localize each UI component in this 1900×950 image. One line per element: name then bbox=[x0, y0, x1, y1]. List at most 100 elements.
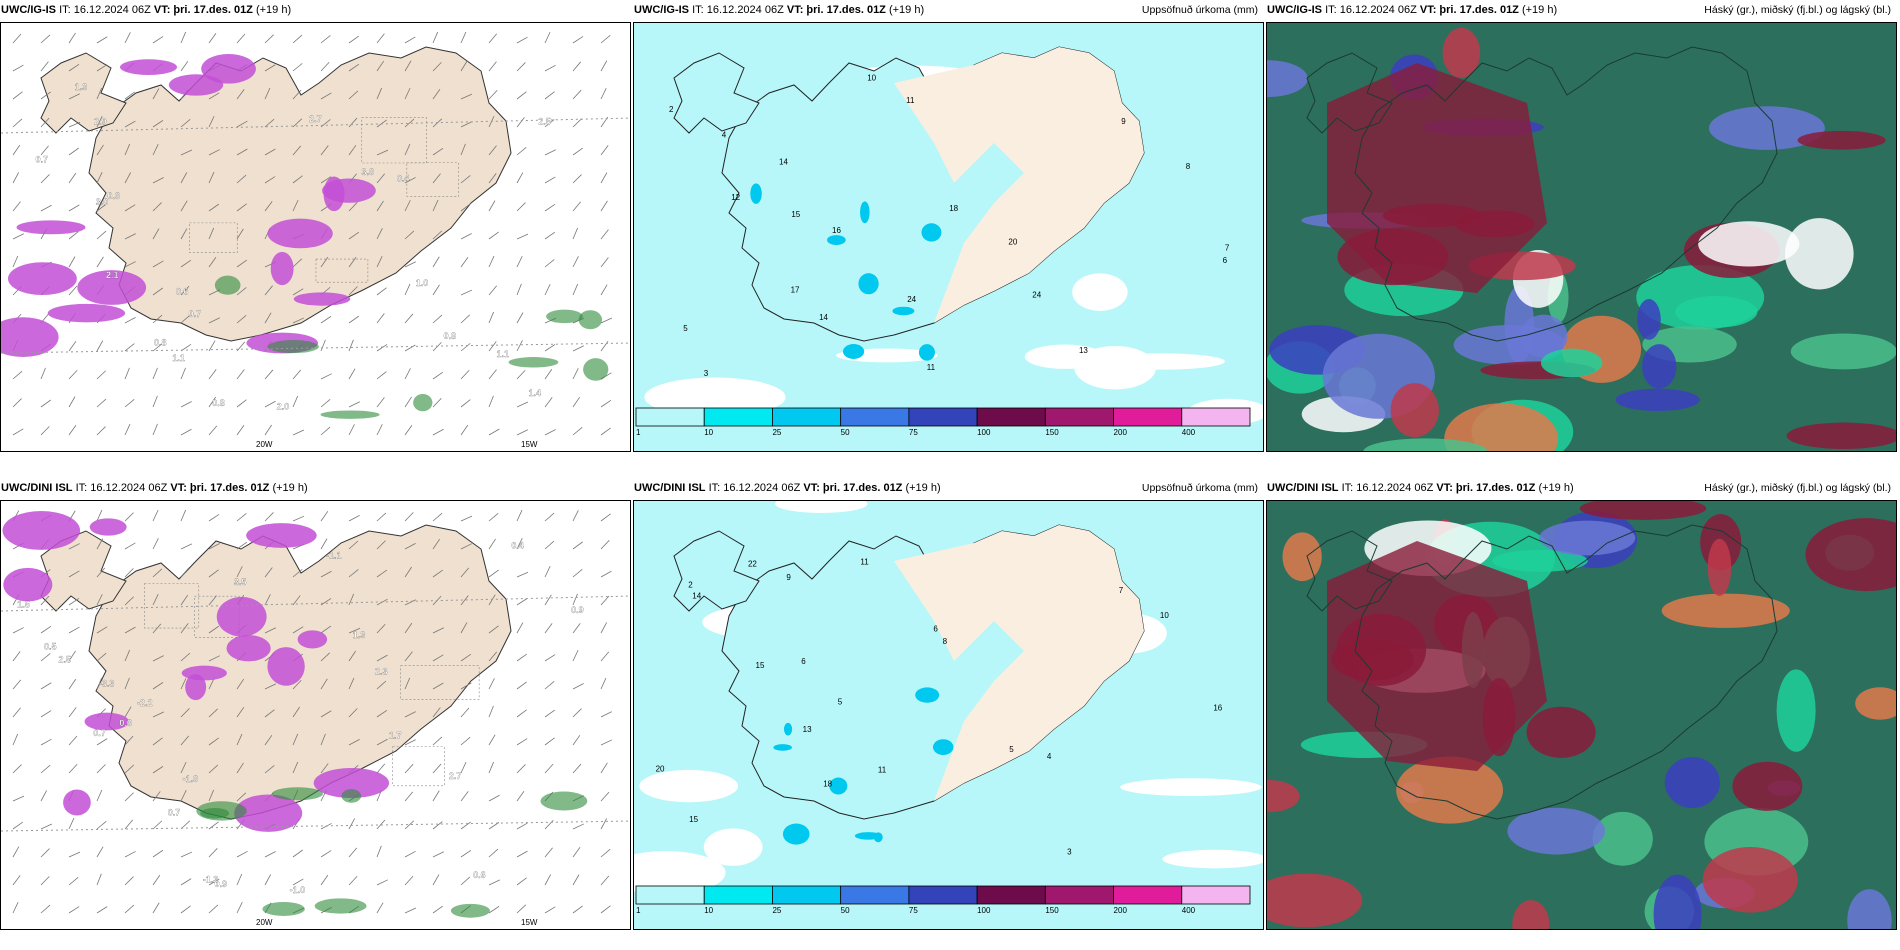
wind-barb bbox=[292, 199, 299, 212]
wind-barb bbox=[124, 876, 134, 886]
wind-barb bbox=[208, 737, 219, 746]
snow-cell bbox=[341, 789, 362, 803]
wind-barb bbox=[264, 148, 276, 156]
no-precip-area bbox=[1120, 778, 1262, 797]
heavy-precip bbox=[773, 744, 792, 751]
wind-barb bbox=[12, 201, 21, 212]
graticule bbox=[1, 117, 630, 134]
precip-map[interactable]: 2 4 12 17 14 10 11 18 20 24 13 9 8 7 6 5 3 14 15 16 24 11 1 10 2… bbox=[633, 22, 1264, 452]
precip-value: 6 bbox=[933, 624, 938, 633]
wind-barb bbox=[236, 174, 247, 184]
wind-barb bbox=[236, 425, 245, 436]
wind-map[interactable]: 1.5 2.5 -3.3 -2.2 -1.6 -1.3 -1.0 -1.1 1.3 2.3 1.7 2… bbox=[0, 500, 631, 930]
cloud-map[interactable] bbox=[1266, 22, 1897, 452]
precip-map[interactable]: 2 14 15 13 18 11 6 8 5 4 3 7 10 16 20 15 22 9 6 5 11 1 10 25 50 7… bbox=[633, 500, 1264, 930]
wind-barb bbox=[572, 763, 582, 774]
colorbar-bin bbox=[840, 407, 910, 427]
wind-map-svg: 1.32.93.00.60.70.8 2.02.73.60.41.00.81.11… bbox=[1, 31, 630, 449]
wind-barb bbox=[124, 91, 135, 100]
value-label: 0.7 bbox=[189, 309, 202, 319]
wind-barb bbox=[208, 789, 215, 802]
wind-barb bbox=[600, 595, 610, 606]
wind-barb bbox=[572, 147, 584, 156]
wind-barb bbox=[180, 31, 187, 44]
wind-barb bbox=[68, 231, 79, 240]
wind-barb bbox=[600, 848, 611, 858]
wind-barb bbox=[96, 144, 104, 156]
cloud-cell bbox=[1637, 299, 1661, 340]
no-precip-area bbox=[703, 828, 763, 866]
wind-barb bbox=[460, 543, 472, 550]
precip-cell bbox=[267, 647, 305, 686]
wind-barb bbox=[460, 175, 471, 184]
wind-barb bbox=[432, 905, 444, 914]
precip-cell bbox=[322, 178, 376, 203]
wind-barb bbox=[68, 396, 76, 408]
wind-barb bbox=[292, 89, 302, 100]
wind-barb bbox=[264, 424, 272, 436]
wind-barb bbox=[208, 33, 217, 44]
wind-barb bbox=[320, 92, 332, 100]
wind-barb bbox=[320, 426, 331, 436]
wind-barb bbox=[348, 424, 355, 436]
heavy-precip bbox=[921, 223, 942, 242]
heavy-precip bbox=[932, 739, 954, 755]
wind-barb bbox=[124, 143, 131, 156]
wind-barb bbox=[544, 540, 555, 550]
wind-barb bbox=[180, 200, 188, 212]
wind-barb bbox=[432, 173, 441, 184]
wind-barb bbox=[516, 340, 523, 352]
precip-value: 24 bbox=[907, 295, 916, 304]
wind-barb bbox=[320, 850, 332, 858]
precip-value: 9 bbox=[786, 573, 791, 582]
cloud-cell bbox=[1519, 314, 1568, 358]
wind-map[interactable]: 1.3 2.9 3.0 0.6 0.7 0.8 2.0 2.7 3.6 0.4 1.0 0.8 1.1 1… bbox=[0, 22, 631, 452]
wind-barb bbox=[96, 87, 103, 100]
wind-barb bbox=[432, 342, 442, 352]
wind-barb bbox=[516, 36, 528, 44]
wind-barb bbox=[320, 710, 332, 718]
wind-barb bbox=[152, 791, 161, 802]
wind-barb bbox=[180, 594, 189, 606]
colorbar-bin bbox=[772, 407, 842, 427]
precip-value: 16 bbox=[1213, 704, 1222, 713]
colorbar-bin bbox=[635, 407, 705, 427]
wind-barb bbox=[488, 145, 497, 156]
cloud-cell bbox=[1661, 593, 1790, 628]
value-label: 3.5 bbox=[234, 577, 247, 587]
wind-barb bbox=[348, 593, 355, 606]
wind-barb bbox=[572, 283, 579, 296]
cloud-cell bbox=[1653, 874, 1702, 929]
wind-barb bbox=[600, 60, 608, 72]
wind-barb bbox=[208, 227, 215, 240]
wind-barb bbox=[236, 762, 244, 774]
value-label: 0.6 bbox=[473, 870, 486, 880]
wind-barb bbox=[432, 371, 444, 380]
wind-barb bbox=[488, 61, 497, 72]
graticule bbox=[1, 595, 630, 612]
cloud-map[interactable] bbox=[1266, 500, 1897, 930]
wind-barb bbox=[348, 708, 358, 718]
value-label: 1.0 bbox=[416, 278, 429, 288]
value-label: 0.8 bbox=[444, 331, 457, 341]
precip-cell bbox=[267, 218, 333, 249]
wind-barb bbox=[488, 848, 499, 858]
wind-barb bbox=[460, 93, 473, 100]
wind-barb bbox=[432, 627, 444, 634]
value-label: 2.7 bbox=[449, 771, 462, 781]
wind-barb bbox=[236, 513, 247, 522]
snow-cell bbox=[508, 357, 559, 368]
wind-barb bbox=[320, 339, 326, 352]
precip-value: 4 bbox=[722, 130, 727, 139]
wind-barb bbox=[180, 878, 192, 886]
graticule bbox=[1, 342, 630, 354]
wind-barb bbox=[124, 792, 134, 802]
precip-value: 15 bbox=[689, 815, 698, 824]
wind-barb bbox=[460, 121, 472, 128]
precip-cell bbox=[185, 674, 207, 701]
wind-barb bbox=[264, 369, 274, 380]
wind-barb bbox=[264, 285, 273, 296]
wind-barb bbox=[572, 61, 582, 72]
wind-barb bbox=[236, 315, 247, 324]
wind-barb bbox=[292, 369, 302, 380]
